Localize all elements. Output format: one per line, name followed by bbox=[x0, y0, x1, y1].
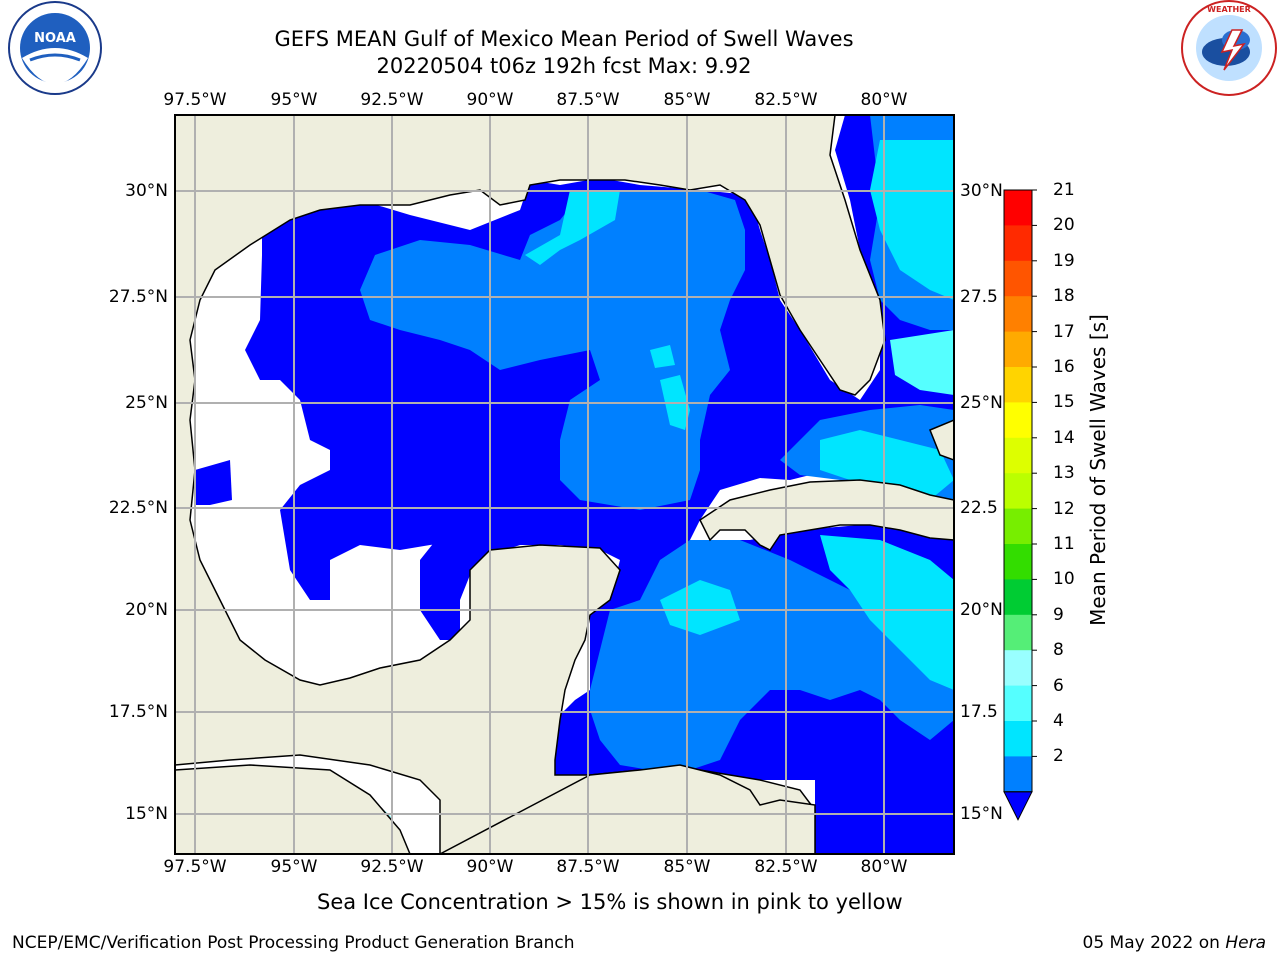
colorbar-segment bbox=[1004, 685, 1032, 722]
field-cyan-5 bbox=[525, 190, 620, 265]
colorbar-label: Mean Period of Swell Waves [s] bbox=[1086, 314, 1110, 626]
nws-logo: WEATHER bbox=[1181, 0, 1277, 96]
colorbar-segment bbox=[1004, 437, 1032, 474]
lat-label-right: 22.5 bbox=[960, 498, 998, 518]
lat-label-right: 17.5 bbox=[960, 702, 998, 722]
field-medblue bbox=[360, 190, 745, 510]
colorbar-tick-label: 19 bbox=[1053, 250, 1075, 271]
lon-label-top: 90°W bbox=[466, 90, 514, 110]
lon-label-top: 87.5°W bbox=[556, 90, 620, 110]
colorbar-tick-label: 16 bbox=[1053, 357, 1075, 377]
colorbar-tick-label: 13 bbox=[1053, 463, 1075, 484]
colorbar-extend-arrow bbox=[1003, 791, 1033, 821]
lat-label-right: 27.5 bbox=[960, 287, 998, 307]
field-cyan-2 bbox=[820, 430, 954, 500]
colorbar-tick-label: 12 bbox=[1053, 498, 1075, 519]
colorbar-segment bbox=[1004, 402, 1032, 439]
noaa-logo: NOAA bbox=[8, 1, 102, 95]
lat-label-right: 20°N bbox=[960, 600, 1003, 620]
lat-label-left: 25°N bbox=[125, 393, 168, 413]
lon-label-bottom: 82.5°W bbox=[754, 857, 818, 877]
colorbar-tick-label: 14 bbox=[1053, 427, 1075, 448]
colorbar-segment bbox=[1004, 614, 1032, 651]
field-darkblue-sw bbox=[195, 460, 232, 505]
svg-text:WEATHER: WEATHER bbox=[1207, 5, 1251, 14]
field-cyan-3 bbox=[820, 535, 954, 690]
colorbar-tick-label: 18 bbox=[1053, 286, 1075, 307]
colorbar-segment bbox=[1004, 225, 1032, 262]
colorbar-segment bbox=[1004, 367, 1032, 403]
lon-label-top: 80°W bbox=[860, 90, 908, 110]
land-bahamas bbox=[929, 419, 954, 461]
lat-label-right: 30°N bbox=[960, 181, 1003, 201]
colorbar-segment bbox=[1004, 190, 1032, 226]
svg-text:NOAA: NOAA bbox=[34, 31, 76, 46]
colorbar-tick-label: 11 bbox=[1053, 534, 1075, 554]
colorbar-segment bbox=[1004, 331, 1032, 368]
map-frame bbox=[174, 114, 955, 855]
colorbar-segment bbox=[1004, 473, 1032, 510]
field-cyan-1 bbox=[870, 140, 954, 300]
field-cyan-8 bbox=[650, 345, 675, 368]
field-cyan-7 bbox=[890, 330, 954, 395]
date-text: 05 May 2022 on bbox=[1082, 933, 1226, 953]
lon-label-bottom: 90°W bbox=[466, 857, 514, 877]
map-panel bbox=[175, 115, 954, 854]
lon-label-top: 82.5°W bbox=[754, 90, 818, 110]
lat-label-left: 22.5°N bbox=[108, 498, 168, 518]
field-cyan-4 bbox=[660, 580, 740, 635]
colorbar-tick-label: 20 bbox=[1053, 215, 1075, 236]
chart-title: GEFS MEAN Gulf of Mexico Mean Period of … bbox=[274, 27, 854, 51]
machine-name: Hera bbox=[1225, 933, 1266, 953]
lon-label-top: 85°W bbox=[663, 90, 711, 110]
lat-label-right: 15°N bbox=[960, 804, 1003, 824]
colorbar bbox=[1003, 189, 1037, 821]
lon-label-bottom: 97.5°W bbox=[163, 857, 227, 877]
lon-label-bottom: 92.5°W bbox=[360, 857, 424, 877]
colorbar-tick-label: 2 bbox=[1053, 746, 1064, 767]
lon-label-top: 92.5°W bbox=[360, 90, 424, 110]
lon-label-bottom: 85°W bbox=[663, 857, 711, 877]
lat-label-right: 25°N bbox=[960, 393, 1003, 413]
colorbar-tick-label: 4 bbox=[1053, 711, 1064, 731]
land bbox=[175, 115, 954, 854]
gridlines bbox=[175, 115, 954, 854]
colorbar-tick-label: 21 bbox=[1053, 180, 1075, 200]
lat-label-left: 15°N bbox=[125, 804, 168, 824]
colorbar-tick-label: 6 bbox=[1053, 675, 1064, 696]
lat-label-left: 27.5°N bbox=[108, 287, 168, 307]
colorbar-tick-label: 10 bbox=[1053, 569, 1075, 590]
colorbar-tick-label: 8 bbox=[1053, 640, 1064, 661]
lat-label-left: 20°N bbox=[125, 600, 168, 620]
land-honduras bbox=[439, 764, 816, 854]
colorbar-tick-label: 15 bbox=[1053, 392, 1075, 413]
colorbar-segment bbox=[1004, 544, 1032, 580]
date-stamp: 05 May 2022 on Hera bbox=[1083, 933, 1267, 953]
colorbar-frame bbox=[1003, 189, 1033, 793]
footnote: Sea Ice Concentration > 15% is shown in … bbox=[317, 890, 903, 914]
lon-label-bottom: 80°W bbox=[860, 857, 908, 877]
colorbar-segment bbox=[1004, 260, 1032, 297]
credit-text: NCEP/EMC/Verification Post Processing Pr… bbox=[12, 933, 575, 953]
colorbar-segment bbox=[1004, 756, 1032, 793]
lon-label-top: 97.5°W bbox=[163, 90, 227, 110]
colorbar-segment bbox=[1004, 508, 1032, 545]
lat-label-left: 17.5°N bbox=[108, 702, 168, 722]
lon-label-bottom: 95°W bbox=[270, 857, 318, 877]
colorbar-segment bbox=[1004, 296, 1032, 333]
chart-subtitle: 20220504 t06z 192h fcst Max: 9.92 bbox=[376, 54, 752, 78]
lat-label-left: 30°N bbox=[125, 181, 168, 201]
lon-label-bottom: 87.5°W bbox=[556, 857, 620, 877]
colorbar-segment bbox=[1004, 721, 1032, 757]
colorbar-segment bbox=[1004, 579, 1032, 616]
lon-label-top: 95°W bbox=[270, 90, 318, 110]
colorbar-tick-label: 17 bbox=[1053, 321, 1075, 342]
colorbar-tick-label: 9 bbox=[1053, 604, 1064, 625]
land-us-mexico bbox=[175, 115, 886, 854]
colorbar-segment bbox=[1004, 650, 1032, 687]
land-cuba bbox=[699, 479, 954, 551]
